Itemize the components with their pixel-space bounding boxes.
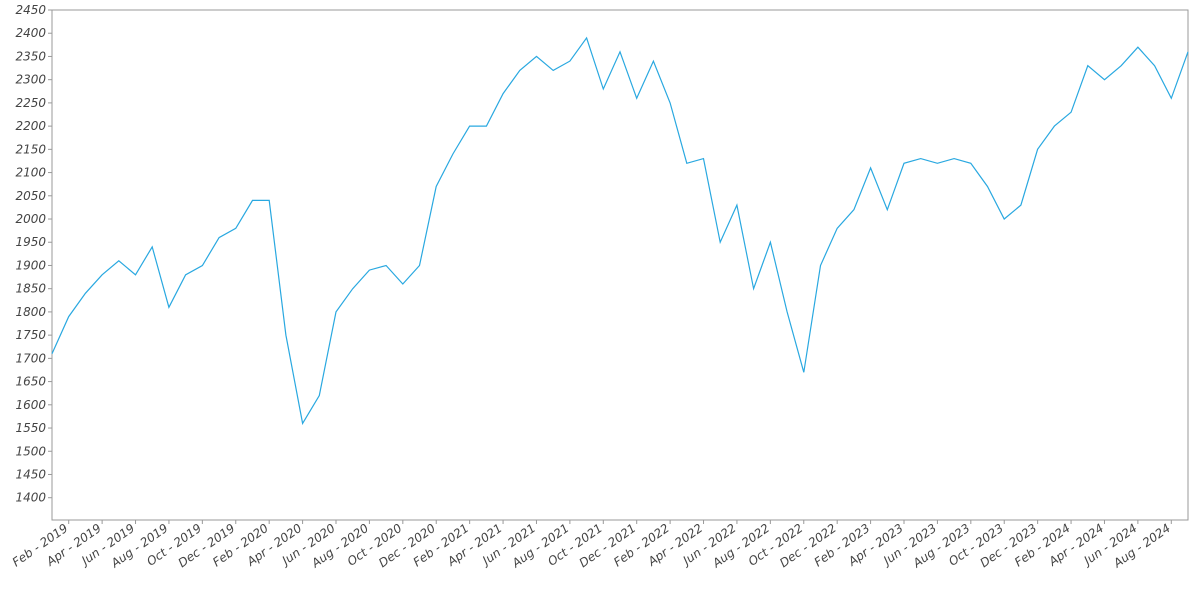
line bbox=[51, 36, 1189, 426]
y-tick-label: 2150 bbox=[15, 142, 46, 156]
plot-frame bbox=[51, 9, 1189, 521]
y-tick-label: 2100 bbox=[15, 166, 46, 180]
y-tick-label: 1700 bbox=[15, 351, 46, 365]
y-tick-label: 1850 bbox=[15, 282, 46, 296]
y-tick-label: 2200 bbox=[15, 119, 46, 133]
y-tick-label: 2450 bbox=[15, 3, 46, 17]
y-tick-label: 1450 bbox=[15, 467, 46, 481]
y-tick-label: 1600 bbox=[15, 398, 46, 412]
y-tick-label: 2250 bbox=[15, 96, 46, 110]
y-tick-label: 1500 bbox=[15, 444, 46, 458]
y-tick-label: 2400 bbox=[15, 26, 46, 40]
y-tick-label: 1950 bbox=[15, 235, 46, 249]
y-tick-label: 2050 bbox=[15, 189, 46, 203]
y-tick-label: 1750 bbox=[15, 328, 46, 342]
y-tick-label: 2000 bbox=[15, 212, 46, 226]
y-tick-label: 1550 bbox=[15, 421, 46, 435]
y-tick-label: 1400 bbox=[15, 491, 46, 505]
y-tick-label: 1650 bbox=[15, 375, 46, 389]
y-tick-label: 2350 bbox=[15, 49, 46, 63]
y-tick-label: 2300 bbox=[15, 73, 46, 87]
y-tick-label: 1800 bbox=[15, 305, 46, 319]
y-tick-label: 1900 bbox=[15, 258, 46, 272]
